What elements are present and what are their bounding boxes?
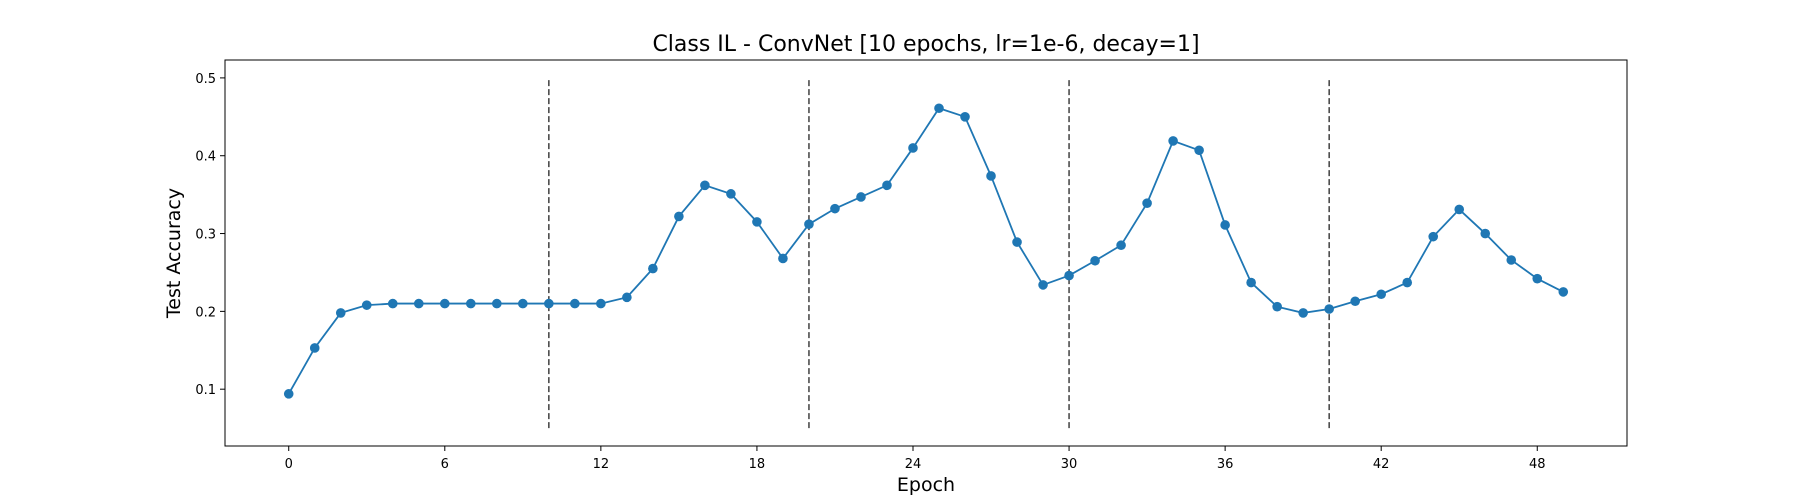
data-point [700,180,710,191]
data-point [1246,277,1256,288]
x-tick-label: 48 [1529,457,1546,472]
data-point [856,192,866,202]
x-axis-label: Epoch [897,474,955,496]
data-point [830,203,840,214]
x-tick-label: 24 [905,457,922,472]
data-point [570,298,580,309]
data-point [934,103,944,114]
vlines-layer [548,77,1330,429]
x-tick-label: 30 [1061,457,1078,472]
data-point [648,263,658,274]
chart-title: Class IL - ConvNet [10 epochs, lr=1e-6, … [652,32,1199,57]
data-point [335,308,346,318]
ticks-layer: 0 6 12 18 24 30 36 42 48 0.1 0.2 0.3 0.4 0.5 [195,72,1545,472]
data-point [752,217,762,227]
data-point [1376,289,1386,300]
x-tick-label: 42 [1373,457,1390,472]
data-point [1090,255,1100,266]
data-point [1350,296,1360,307]
data-point [1168,136,1178,146]
x-tick-label: 12 [593,457,610,472]
data-point [283,389,294,399]
y-tick-label: 0.5 [195,72,216,87]
data-point [1194,145,1204,156]
data-point [1142,198,1152,208]
data-point [1298,308,1308,318]
y-tick-label: 0.1 [195,383,216,398]
x-tick-label: 36 [1217,457,1234,472]
data-point [596,298,606,309]
data-point [1064,270,1074,281]
y-tick-label: 0.2 [195,305,216,320]
data-point [309,343,320,353]
data-point [1402,277,1413,288]
data-point [1272,301,1282,312]
data-point [908,143,918,153]
data-point [1038,280,1048,290]
data-point [1116,240,1126,251]
x-tick-label: 0 [285,457,293,472]
data-point [778,253,788,264]
data-point [1532,273,1543,284]
data-point [387,298,398,309]
data-point [882,180,892,191]
plot-frame [224,59,1628,447]
data-point [492,298,502,309]
data-point [1454,204,1465,215]
y-tick-label: 0.4 [195,150,216,165]
y-axis-label: Test Accuracy [163,188,185,319]
data-point [804,219,814,230]
data-point [544,298,554,309]
data-point [413,298,424,309]
x-tick-label: 18 [749,457,766,472]
data-point [726,189,736,199]
data-point [1324,304,1334,314]
data-point [674,211,684,222]
x-tick-label: 6 [441,457,449,472]
series-layer [283,103,1569,399]
data-point [1558,287,1569,297]
y-tick-label: 0.3 [195,228,216,243]
data-point [466,298,476,309]
data-point [1480,228,1491,239]
data-point [1220,220,1230,230]
data-point [518,298,528,309]
data-point [361,300,372,310]
data-point [986,171,996,181]
data-point [1506,255,1517,265]
data-point [960,112,970,122]
data-point [1012,237,1022,247]
data-point [622,292,632,303]
data-point [1428,231,1439,242]
data-point [439,298,450,309]
